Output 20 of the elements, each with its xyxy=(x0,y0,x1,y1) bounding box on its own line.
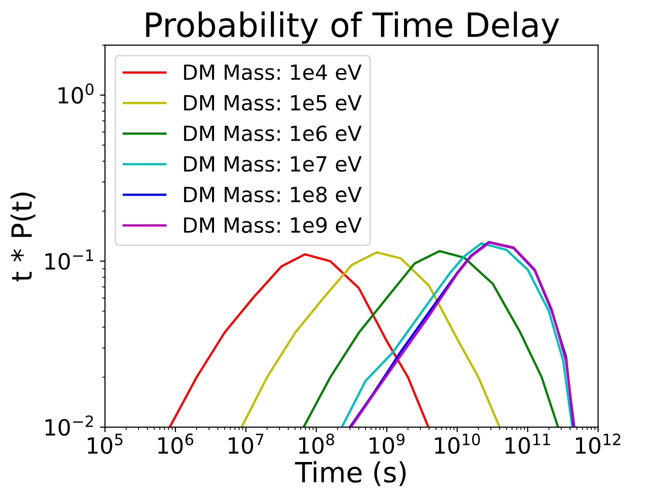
legend-label: DM Mass: 1e6 eV xyxy=(184,125,362,142)
legend-label: DM Mass: 1e7 eV xyxy=(184,156,362,172)
x-tick-label: 10$^{6}$ xyxy=(158,434,194,454)
legend-label: DM Mass: 1e5 eV xyxy=(184,95,362,111)
x-tick-label: 10$^{8}$ xyxy=(299,434,334,454)
chart-title: Probability of Time Delay xyxy=(146,12,560,44)
y-tick-label: 10$^{−2}$ xyxy=(45,415,93,436)
y-tick-label: 10$^{0}$ xyxy=(58,83,94,104)
legend-label: DM Mass: 1e9 eV xyxy=(184,217,362,233)
legend-label: DM Mass: 1e8 eV xyxy=(184,186,362,202)
y-axis-title: t * P(t) xyxy=(10,192,36,282)
x-tick-label: 10$^{12}$ xyxy=(576,434,620,454)
y-tick-label: 10$^{−1}$ xyxy=(45,250,94,270)
x-tick-label: 10$^{5}$ xyxy=(88,434,122,454)
x-tick-label: 10$^{10}$ xyxy=(435,434,480,454)
x-tick-label: 10$^{9}$ xyxy=(370,434,404,454)
x-axis-title: Time (s) xyxy=(294,461,406,486)
legend-label: DM Mass: 1e4 eV xyxy=(184,64,362,80)
x-tick-label: 10$^{11}$ xyxy=(506,434,550,454)
x-tick-label: 10$^{7}$ xyxy=(228,434,264,454)
